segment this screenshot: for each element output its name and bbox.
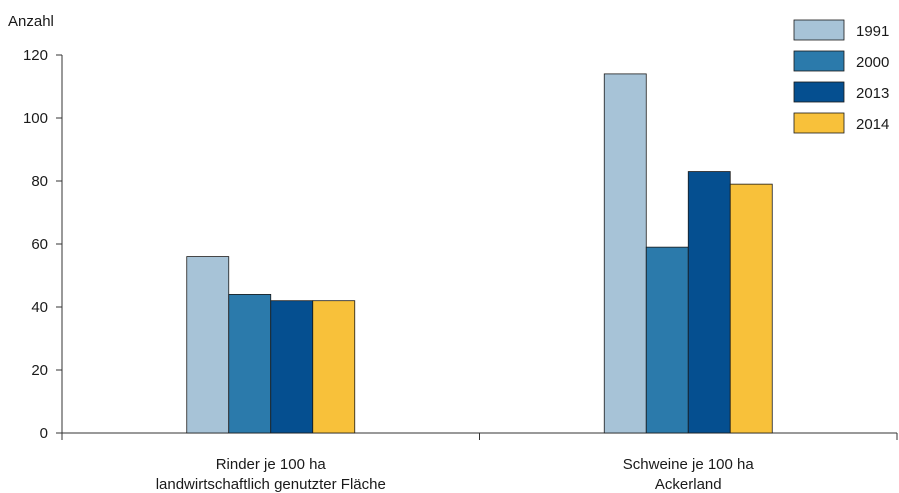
bar-2000-cat1 (228, 293, 272, 434)
y-tick-label: 80 (31, 173, 48, 190)
y-tick-label: 20 (31, 362, 48, 379)
y-tick-label: 120 (23, 47, 48, 64)
x-axis (61, 432, 898, 440)
legend-swatch-1991 (793, 19, 845, 41)
legend-swatch-2000 (793, 50, 845, 72)
category-labels: Rinder je 100 ha landwirtschaftlich genut… (156, 456, 755, 493)
legend-label-1991: 1991 (856, 23, 889, 40)
legend-label-2013: 2013 (856, 85, 889, 102)
y-tick-label: 0 (40, 425, 48, 442)
legend: 1991 2000 2013 2014 (793, 19, 889, 134)
bar-2013-cat2 (687, 171, 731, 434)
y-tick-label: 40 (31, 299, 48, 316)
category-label: Schweine je 100 ha (623, 456, 755, 473)
y-axis: 0 20 40 60 80 100 120 (23, 47, 63, 442)
legend-swatch-2013 (793, 81, 845, 103)
bar-2014-cat2 (729, 183, 773, 434)
y-tick-label: 100 (23, 110, 48, 127)
category-label: Ackerland (655, 476, 722, 493)
bar-2014-cat1 (312, 300, 356, 434)
legend-swatch-2014 (793, 112, 845, 134)
y-tick-label: 60 (31, 236, 48, 253)
category-label: landwirtschaftlich genutzter Fläche (156, 476, 386, 493)
bars (186, 73, 773, 434)
bar-1991-cat1 (186, 256, 230, 434)
bar-2013-cat1 (270, 300, 314, 434)
legend-label-2000: 2000 (856, 54, 889, 71)
legend-label-2014: 2014 (856, 116, 889, 133)
y-axis-label: Anzahl (8, 13, 54, 30)
category-label: Rinder je 100 ha (216, 456, 327, 473)
bar-2000-cat2 (645, 246, 689, 434)
bar-1991-cat2 (603, 73, 647, 434)
